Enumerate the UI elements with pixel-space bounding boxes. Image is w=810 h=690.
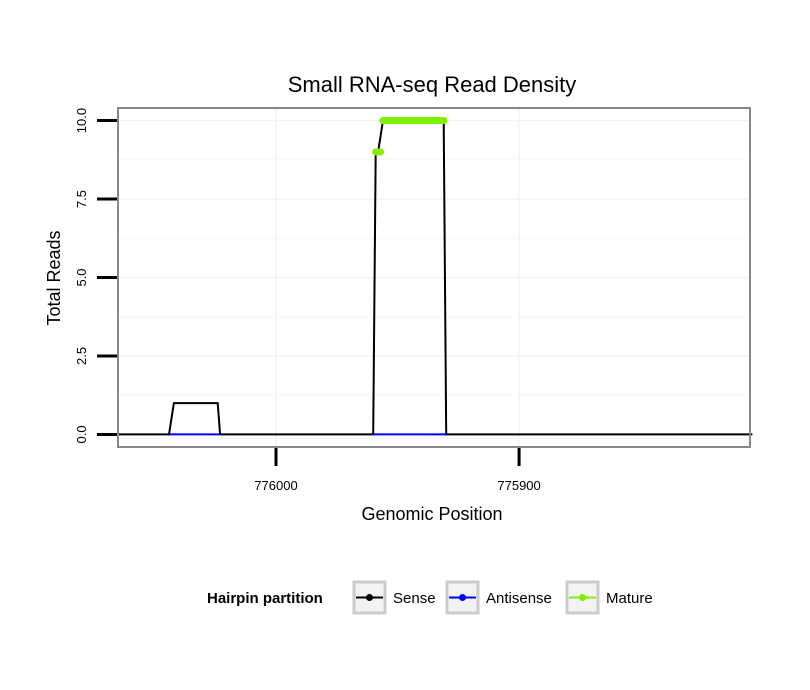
legend: Hairpin partition Sense Antisense Mature <box>207 580 653 615</box>
legend-title: Hairpin partition <box>207 590 323 607</box>
legend-label-antisense: Antisense <box>486 590 552 607</box>
y-tick-label: 5.0 <box>74 268 89 286</box>
y-tick-label: 10.0 <box>74 108 89 133</box>
y-tick-label: 2.5 <box>74 347 89 365</box>
legend-marker-mature <box>579 594 586 601</box>
x-tick-label: 775900 <box>497 478 540 493</box>
x-axis-title: Genomic Position <box>361 504 502 524</box>
y-tick-label: 0.0 <box>74 425 89 443</box>
y-axis: 0.0 2.5 5.0 7.5 10.0 <box>74 108 117 443</box>
series-points <box>372 117 448 156</box>
legend-label-mature: Mature <box>606 590 653 607</box>
chart-title: Small RNA-seq Read Density <box>288 72 577 97</box>
sense-series-line <box>118 119 753 436</box>
series-lines <box>118 119 753 436</box>
x-tick-label: 776000 <box>254 478 297 493</box>
y-tick-label: 7.5 <box>74 190 89 208</box>
x-axis: 776000 775900 <box>254 448 541 493</box>
legend-label-sense: Sense <box>393 590 436 607</box>
plot-panel-border <box>117 107 751 448</box>
grid <box>118 108 750 447</box>
y-axis-title: Total Reads <box>44 230 64 325</box>
legend-marker-antisense <box>459 594 466 601</box>
legend-marker-sense <box>366 594 373 601</box>
